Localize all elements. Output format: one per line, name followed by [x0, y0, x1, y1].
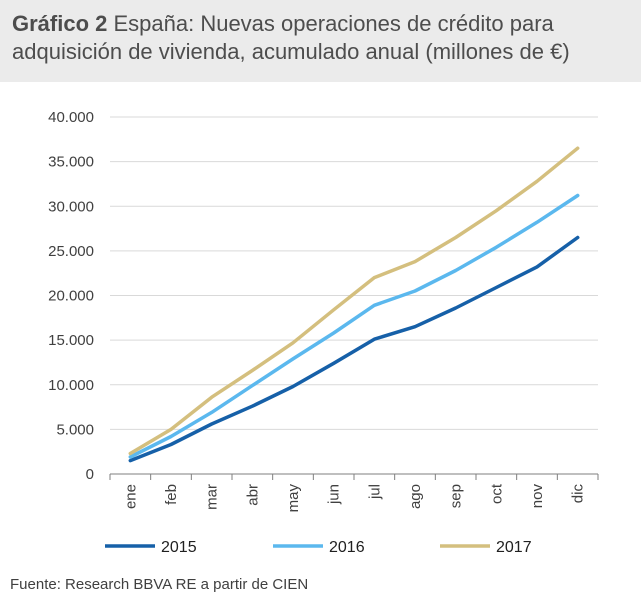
legend-label-2017: 2017: [496, 539, 532, 556]
title-bold: Gráfico 2: [12, 11, 108, 36]
x-axis: [109, 473, 599, 480]
y-tick-label: 40.000: [48, 109, 94, 126]
x-tick-label: nov: [529, 484, 546, 509]
series-line-2017: [128, 146, 580, 456]
chart-title: Gráfico 2 España: Nuevas operaciones de …: [12, 10, 632, 66]
grid-lines: [110, 116, 598, 430]
x-tick-label: feb: [163, 484, 180, 505]
x-tick-label: may: [285, 484, 302, 513]
x-tick-label: jul: [366, 484, 383, 500]
x-tick-label: ene: [122, 484, 139, 509]
y-axis-ticks: 0 5.000 10.000 15.000 20.000 25.000 30.000 35.0…: [48, 109, 94, 483]
x-tick-label: sep: [448, 484, 465, 508]
legend-label-2016: 2016: [329, 539, 365, 556]
y-tick-label: 5.000: [56, 421, 94, 438]
y-tick-label: 10.000: [48, 377, 94, 394]
x-tick-label: oct: [488, 483, 505, 504]
x-tick-label: ago: [407, 484, 424, 509]
series-line-2015: [128, 235, 580, 463]
chart-header: Gráfico 2 España: Nuevas operaciones de …: [0, 0, 641, 82]
series-line-2016: [128, 193, 580, 459]
source-note: Fuente: Research BBVA RE a partir de CIE…: [10, 576, 309, 593]
x-axis-ticks: ene feb mar abr may jun jul ago sep oct nov dic: [122, 483, 586, 512]
legend-label-2015: 2015: [161, 539, 197, 556]
y-tick-label: 30.000: [48, 198, 94, 215]
y-tick-label: 20.000: [48, 288, 94, 305]
x-tick-label: jun: [326, 484, 343, 505]
y-tick-label: 25.000: [48, 243, 94, 260]
x-tick-label: dic: [570, 484, 587, 504]
legend: 2015 2016 2017: [105, 539, 532, 556]
y-tick-label: 15.000: [48, 332, 94, 349]
series-lines: [128, 146, 580, 463]
x-tick-label: abr: [244, 484, 261, 506]
title-rest: España: Nuevas operaciones de crédito pa…: [12, 11, 570, 64]
y-tick-label: 35.000: [48, 154, 94, 171]
y-tick-label: 0: [86, 466, 94, 483]
x-tick-label: mar: [204, 484, 221, 510]
line-chart: 0 5.000 10.000 15.000 20.000 25.000 30.000 35.0…: [48, 109, 599, 556]
